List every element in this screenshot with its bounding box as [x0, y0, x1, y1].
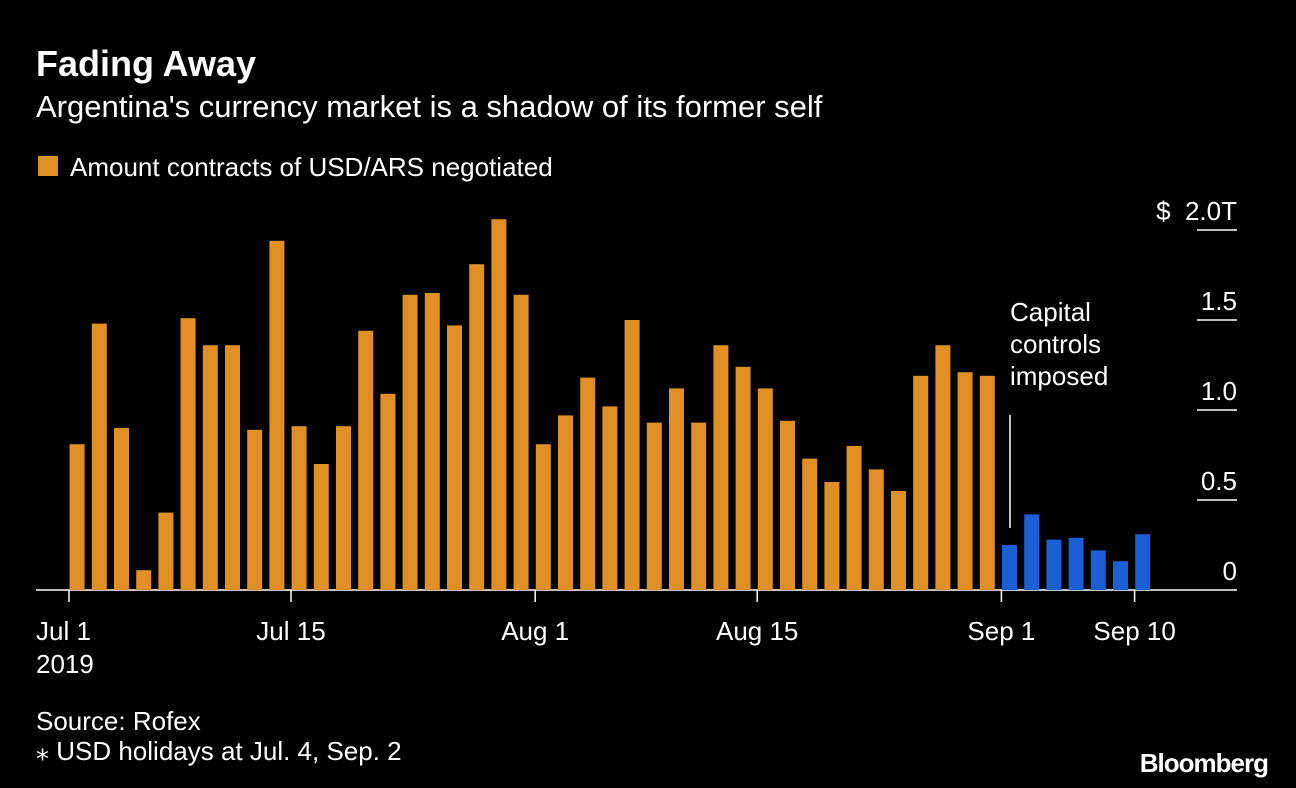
bar — [602, 406, 618, 590]
bar — [247, 429, 263, 590]
bar — [69, 444, 85, 590]
brand: Bloomberg — [1140, 748, 1268, 778]
bar — [691, 422, 707, 590]
x-sublabel: 2019 — [36, 649, 94, 679]
x-tick-label: Aug 1 — [501, 616, 569, 646]
y-tick-label: $ 2.0T — [1156, 196, 1237, 226]
annotation: controls — [1010, 329, 1101, 359]
bar — [757, 388, 773, 590]
bar — [447, 325, 462, 590]
y-tick-label: 0 — [1223, 556, 1237, 586]
bar — [780, 420, 795, 590]
bar — [1002, 545, 1017, 590]
bar — [891, 491, 906, 590]
bar — [114, 428, 129, 590]
source: Source: Rofex — [36, 706, 201, 736]
bar — [1068, 537, 1084, 590]
bar — [380, 393, 396, 590]
bar — [513, 294, 529, 590]
bar — [469, 264, 485, 590]
bar — [913, 375, 929, 590]
bar — [269, 240, 285, 591]
bar — [202, 345, 218, 590]
bar — [802, 458, 818, 590]
bar — [979, 375, 995, 590]
bar — [824, 482, 840, 590]
bar — [558, 415, 573, 590]
bar — [735, 366, 751, 590]
bar — [935, 345, 951, 590]
annotation: imposed — [1010, 361, 1108, 391]
bar — [669, 388, 684, 590]
bar — [868, 469, 884, 590]
y-tick-label: 0.5 — [1201, 466, 1237, 496]
y-tick-label: 1.0 — [1201, 376, 1237, 406]
bar — [91, 323, 107, 590]
bar — [580, 377, 596, 590]
bar — [402, 294, 418, 590]
bar — [846, 446, 862, 590]
bar — [424, 293, 440, 590]
bar — [136, 570, 152, 590]
bar — [624, 320, 640, 590]
bar — [646, 422, 662, 590]
bar — [1090, 550, 1106, 590]
bar — [713, 345, 729, 590]
x-tick-label: Jul 1 — [36, 616, 91, 646]
bar — [535, 444, 551, 590]
x-tick-label: Jul 15 — [256, 616, 325, 646]
bar — [957, 372, 973, 590]
x-tick-label: Sep 10 — [1093, 616, 1175, 646]
y-tick-label: 1.5 — [1201, 286, 1237, 316]
bar — [1113, 561, 1128, 590]
bar — [225, 345, 240, 590]
legend-swatch — [38, 156, 58, 176]
bar — [336, 426, 351, 590]
bar — [158, 512, 174, 590]
note: ⁎ USD holidays at Jul. 4, Sep. 2 — [36, 736, 402, 766]
legend-label: Amount contracts of USD/ARS negotiated — [70, 152, 553, 182]
bar — [1046, 539, 1062, 590]
bar — [1135, 534, 1151, 590]
bar — [291, 426, 307, 590]
bar — [313, 464, 329, 590]
chart-title: Fading Away — [36, 43, 256, 84]
bar — [491, 219, 507, 590]
bar — [1024, 514, 1040, 590]
annotation: Capital — [1010, 297, 1091, 327]
chart-subtitle: Argentina's currency market is a shadow … — [36, 89, 823, 124]
x-tick-label: Aug 15 — [716, 616, 798, 646]
bar — [180, 318, 196, 590]
bar — [358, 330, 374, 590]
x-tick-label: Sep 1 — [967, 616, 1035, 646]
